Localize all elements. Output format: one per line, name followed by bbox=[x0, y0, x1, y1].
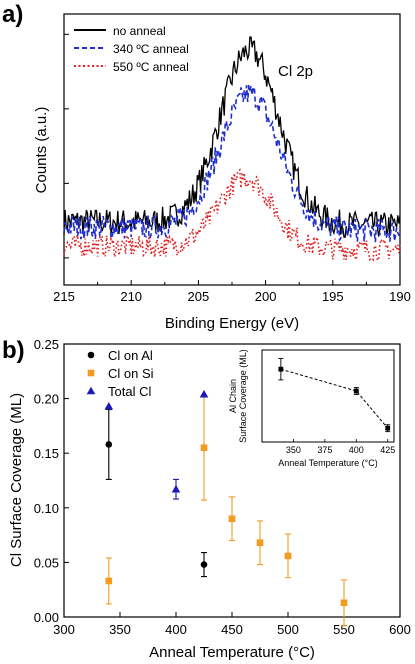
inset-chart: 350 375 400 425 Anneal Temperature (°C) Al … bbox=[228, 349, 395, 468]
legend-label: Cl on Al bbox=[108, 348, 153, 363]
panel-b-ticks: 300 350 400 450 500 550 600 0.00 0.05 0.10 0.15 0.2… bbox=[34, 337, 411, 637]
y-tick-label: 0.10 bbox=[34, 501, 59, 516]
panel-a-y-ticks bbox=[64, 33, 69, 259]
data-point-1-5 bbox=[340, 599, 348, 607]
legend-label: 550 ºC anneal bbox=[113, 60, 189, 74]
panel-b-label: b) bbox=[2, 337, 25, 364]
inset-plot-frame bbox=[261, 349, 395, 443]
panel-a-traces bbox=[63, 36, 401, 263]
data-point-2-1 bbox=[171, 484, 181, 493]
inset-ticks: 350 375 400 425 bbox=[286, 439, 395, 455]
inset-x-tick-label: 425 bbox=[380, 445, 395, 455]
panel-a-label: a) bbox=[2, 1, 23, 28]
legend-marker bbox=[87, 351, 95, 359]
y-tick-label: 0.00 bbox=[34, 610, 59, 625]
panel-a-y-axis-label: Counts (a.u.) bbox=[33, 107, 50, 194]
x-tick-label: 600 bbox=[389, 622, 411, 637]
trace-series-0 bbox=[63, 36, 401, 238]
x-tick-label: 500 bbox=[277, 622, 299, 637]
x-tick-label: 190 bbox=[389, 289, 411, 304]
data-point-0-1 bbox=[200, 561, 208, 568]
panel-b-legend: Cl on Al Cl on Si Total Cl bbox=[86, 348, 154, 399]
legend-label: Cl on Si bbox=[108, 366, 154, 381]
panel-b: b) 300 350 400 450 500 550 600 0.00 0.05 0.10 0.15… bbox=[2, 337, 411, 661]
panel-a: a) 215 210 205 200 195 190 Cl 2p no anneal 340… bbox=[2, 1, 411, 332]
legend-label: no anneal bbox=[113, 24, 166, 38]
x-tick-label: 195 bbox=[322, 289, 344, 304]
x-tick-label: 215 bbox=[53, 289, 75, 304]
data-point-1-4 bbox=[284, 552, 292, 560]
data-point-1-0 bbox=[105, 577, 113, 585]
inset-x-tick-label: 400 bbox=[349, 445, 364, 455]
x-tick-label: 450 bbox=[221, 622, 243, 637]
data-point-2-0 bbox=[104, 401, 114, 410]
x-tick-label: 210 bbox=[120, 289, 142, 304]
inset-x-tick-label: 350 bbox=[286, 445, 301, 455]
panel-a-x-ticks: 215 210 205 200 195 190 bbox=[53, 280, 411, 304]
legend-marker bbox=[87, 369, 95, 377]
y-tick-label: 0.05 bbox=[34, 555, 59, 570]
trace-series-1 bbox=[63, 84, 401, 243]
trace-series-2 bbox=[63, 168, 401, 263]
inset-y-axis-label-line2: Surface Coverage (ML) bbox=[238, 349, 248, 443]
panel-a-x-axis-label: Binding Energy (eV) bbox=[165, 315, 299, 332]
x-tick-label: 200 bbox=[255, 289, 277, 304]
legend-label: Total Cl bbox=[108, 384, 151, 399]
inset-data-point-1 bbox=[353, 388, 359, 394]
x-tick-label: 350 bbox=[109, 622, 131, 637]
inset-data-point-2 bbox=[385, 425, 391, 431]
inset-dashed-line bbox=[280, 368, 389, 429]
inset-x-tick-label: 375 bbox=[317, 445, 332, 455]
x-tick-label: 400 bbox=[165, 622, 187, 637]
legend-marker bbox=[86, 386, 96, 395]
inset-data-point-0 bbox=[278, 366, 284, 372]
y-tick-label: 0.20 bbox=[34, 392, 59, 407]
inset-y-axis-label-line1: Al Chain bbox=[228, 379, 238, 413]
inset-x-axis-label: Anneal Temperature (°C) bbox=[278, 458, 377, 468]
panel-b-y-axis-label: Cl Surface Coverage (ML) bbox=[8, 393, 25, 567]
data-point-1-2 bbox=[228, 515, 236, 523]
data-point-1-1 bbox=[200, 444, 208, 452]
y-tick-label: 0.25 bbox=[34, 337, 59, 352]
y-tick-label: 0.15 bbox=[34, 446, 59, 461]
inset-points bbox=[278, 357, 391, 433]
panel-b-x-axis-label: Anneal Temperature (°C) bbox=[149, 644, 315, 661]
panel-a-legend: no anneal 340 ºC anneal 550 ºC anneal bbox=[74, 24, 189, 74]
panel-b-points bbox=[104, 389, 348, 627]
data-point-0-0 bbox=[105, 441, 113, 448]
data-point-2-2 bbox=[199, 389, 209, 398]
x-tick-label: 205 bbox=[188, 289, 210, 304]
x-tick-label: 300 bbox=[53, 622, 75, 637]
data-point-1-3 bbox=[256, 539, 264, 547]
panel-a-annotation: Cl 2p bbox=[278, 63, 313, 80]
x-tick-label: 550 bbox=[333, 622, 355, 637]
legend-label: 340 ºC anneal bbox=[113, 42, 189, 56]
